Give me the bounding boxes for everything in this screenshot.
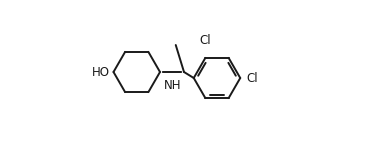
Text: HO: HO xyxy=(92,66,110,78)
Text: NH: NH xyxy=(164,79,181,92)
Text: Cl: Cl xyxy=(246,72,258,84)
Text: Cl: Cl xyxy=(199,34,211,47)
